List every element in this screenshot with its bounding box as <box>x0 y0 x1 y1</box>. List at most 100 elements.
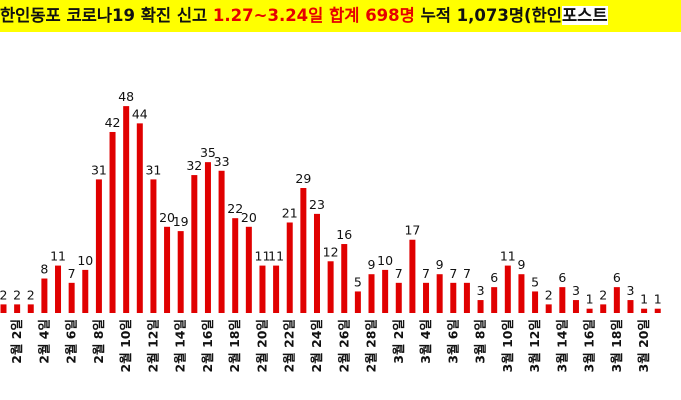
data-label: 11 <box>500 249 516 264</box>
x-tick-label: 2월 16일 <box>200 319 215 372</box>
x-tick-label: 2월 6일 <box>64 319 79 364</box>
x-tick-label: 2월 26일 <box>336 319 351 372</box>
data-label: 2 <box>599 287 607 302</box>
bar <box>409 239 416 313</box>
x-tick-label: 2월 12일 <box>145 319 160 372</box>
title-highlight: 1.27~3.24일 합계 698명 <box>212 6 415 25</box>
title-suffix: 누적 1,073명(한인 <box>414 6 562 25</box>
bar <box>559 287 566 313</box>
data-label: 2 <box>0 287 7 302</box>
data-label: 10 <box>77 253 93 268</box>
bar <box>82 269 89 313</box>
data-label: 2 <box>545 287 553 302</box>
bar <box>204 162 211 313</box>
data-label: 6 <box>613 270 621 285</box>
bar <box>0 304 7 313</box>
data-label: 12 <box>323 244 339 259</box>
data-label: 8 <box>40 262 48 277</box>
x-tick-label: 2월 18일 <box>227 319 242 372</box>
x-tick-label: 3월 4일 <box>418 319 433 364</box>
chart-title: 한인동포 코로나19 확진 신고 1.27~3.24일 합계 698명 누적 1… <box>0 0 681 32</box>
x-tick-label: 2월 14일 <box>173 319 188 372</box>
bar <box>477 300 484 313</box>
x-tick-label: 3월 6일 <box>445 319 460 364</box>
bar <box>395 282 402 313</box>
x-tick-label: 3월 10일 <box>500 319 515 372</box>
x-tick-label: 3월 8일 <box>473 319 488 364</box>
bar <box>613 287 620 313</box>
data-label: 5 <box>354 274 362 289</box>
bar <box>572 300 579 313</box>
bar <box>177 231 184 313</box>
x-tick-label: 3월 14일 <box>554 319 569 372</box>
x-tick-label: 2월 28일 <box>364 319 379 372</box>
data-label: 5 <box>531 274 539 289</box>
data-label: 6 <box>490 270 498 285</box>
x-tick-label: 3월 12일 <box>527 319 542 372</box>
bar <box>109 131 116 313</box>
title-tail: 포스트 <box>561 6 608 25</box>
data-label: 11 <box>268 249 284 264</box>
data-label: 29 <box>295 171 311 186</box>
data-label: 17 <box>404 223 420 238</box>
data-label: 2 <box>27 287 35 302</box>
bar <box>68 282 75 313</box>
title-prefix: 한인동포 코로나19 확진 신고 <box>0 6 213 25</box>
bar <box>327 261 334 313</box>
data-label: 19 <box>173 214 189 229</box>
x-tick-label: 2월 22일 <box>282 319 297 372</box>
bar <box>273 265 280 313</box>
bar <box>627 300 634 313</box>
data-label: 10 <box>377 253 393 268</box>
bar <box>491 287 498 313</box>
x-tick-label: 3월 20일 <box>636 319 651 372</box>
x-tick-label: 3월 16일 <box>582 319 597 372</box>
bar <box>463 282 470 313</box>
bar <box>95 179 102 313</box>
data-label: 9 <box>436 257 444 272</box>
bar <box>232 218 239 313</box>
data-label: 31 <box>145 162 161 177</box>
data-label: 44 <box>132 106 148 121</box>
bar <box>545 304 552 313</box>
data-label: 1 <box>586 292 594 307</box>
data-label: 1 <box>654 292 662 307</box>
data-label: 33 <box>214 154 230 169</box>
x-tick-label: 2월 2일 <box>9 319 24 364</box>
bar <box>27 304 34 313</box>
data-label: 2 <box>13 287 21 302</box>
bar <box>313 213 320 313</box>
data-label: 16 <box>336 227 352 242</box>
bar <box>41 278 48 313</box>
data-label: 20 <box>159 210 175 225</box>
bar <box>191 175 198 313</box>
data-label: 3 <box>572 283 580 298</box>
bar <box>354 291 361 313</box>
bar <box>504 265 511 313</box>
data-label: 35 <box>200 145 216 160</box>
x-tick-label: 3월 2일 <box>391 319 406 364</box>
data-label: 7 <box>463 266 471 281</box>
bar <box>259 265 266 313</box>
bar <box>423 282 430 313</box>
bar <box>654 308 661 313</box>
bar <box>300 188 307 313</box>
data-label: 31 <box>91 162 107 177</box>
data-label: 9 <box>517 257 525 272</box>
bar <box>123 106 130 314</box>
bar <box>586 308 593 313</box>
data-label: 21 <box>282 205 298 220</box>
bar <box>518 274 525 313</box>
bar <box>450 282 457 313</box>
x-tick-label: 2월 8일 <box>91 319 106 364</box>
data-label: 11 <box>255 249 271 264</box>
data-label: 42 <box>105 115 121 130</box>
data-label: 48 <box>118 89 134 104</box>
data-label: 11 <box>50 249 66 264</box>
bar <box>14 304 21 313</box>
x-tick-label: 3월 18일 <box>609 319 624 372</box>
bar <box>245 226 252 313</box>
data-label: 7 <box>68 266 76 281</box>
bar <box>641 308 648 313</box>
